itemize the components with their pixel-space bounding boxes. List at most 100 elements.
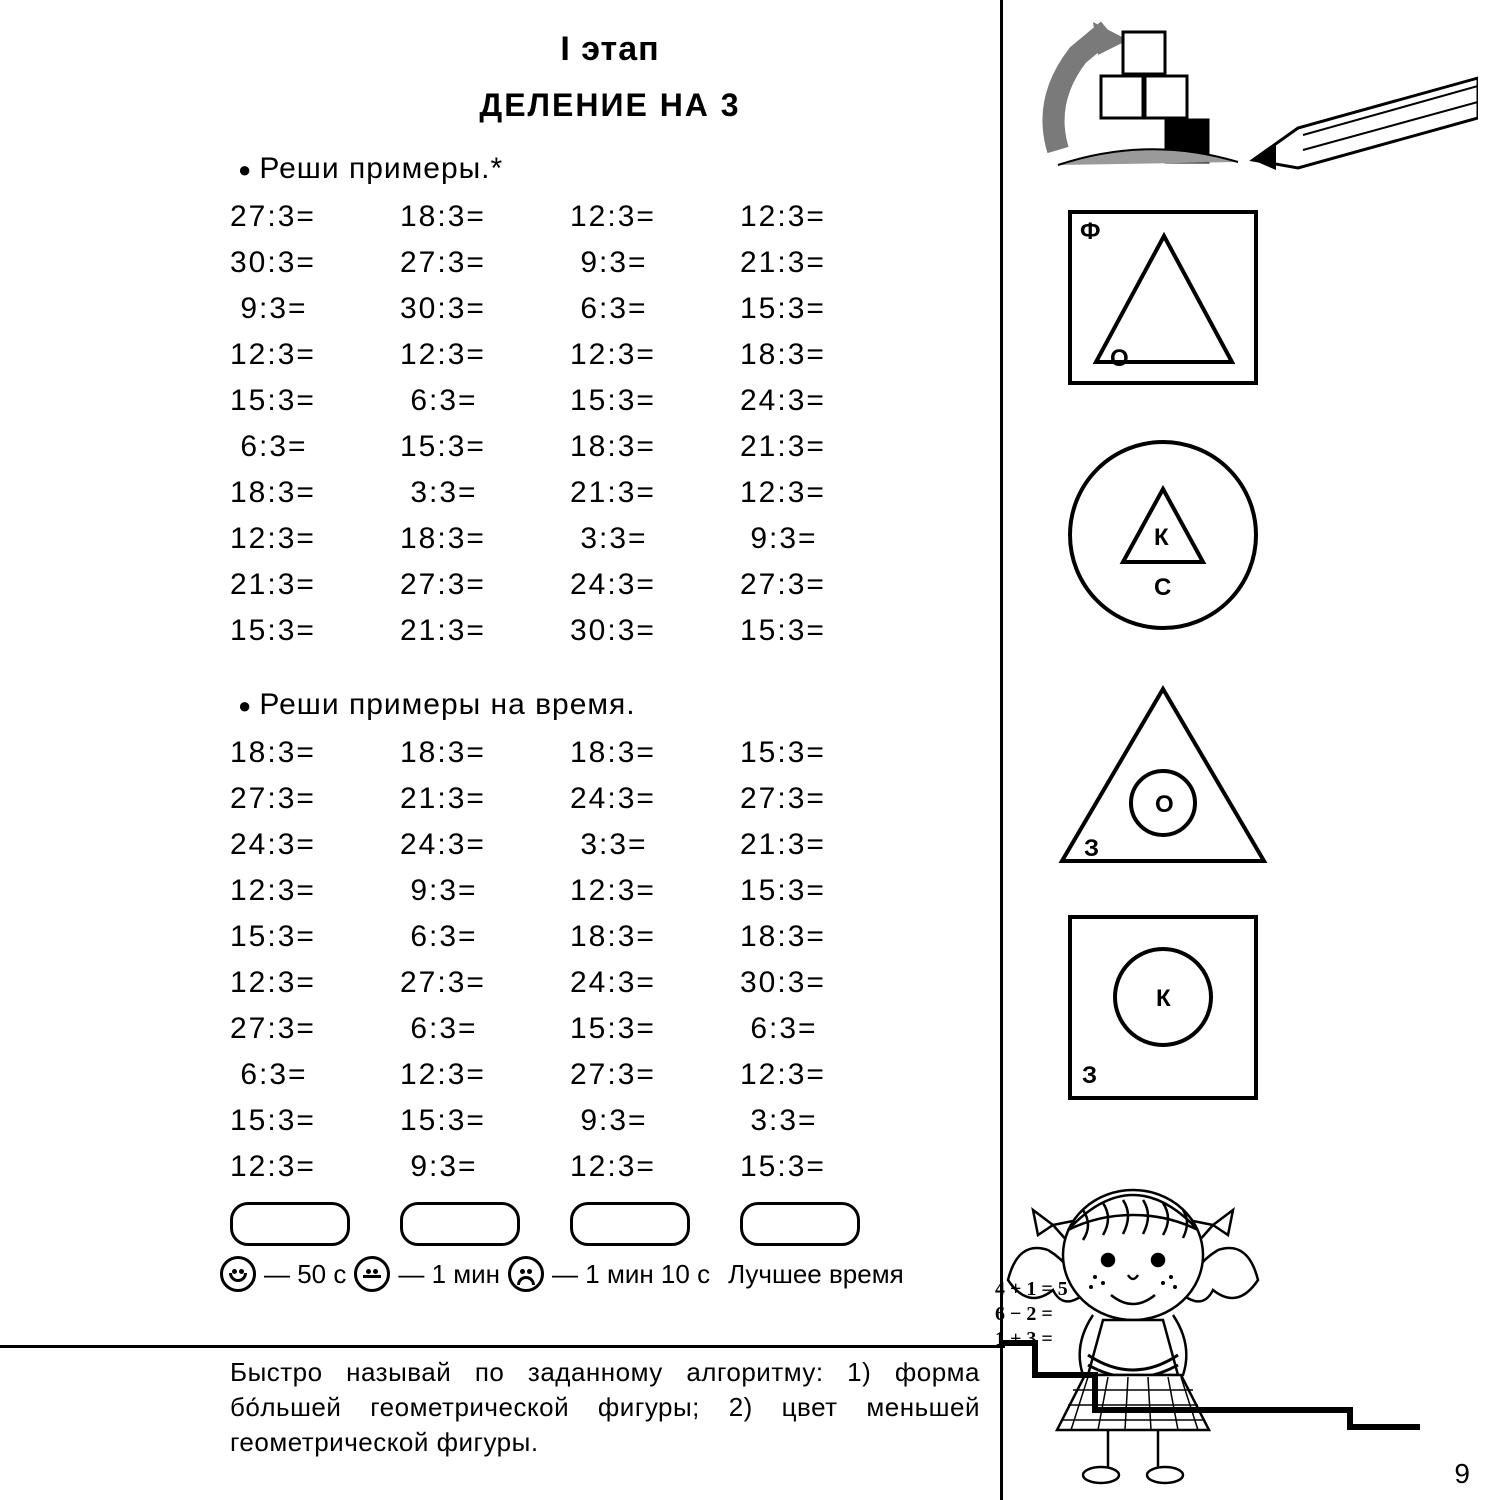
task2-heading: Реши примеры на время. [238, 688, 990, 722]
legend-time-3: — 1 мин 10 с [552, 1259, 710, 1290]
problem-cell: 15:3= [570, 384, 740, 418]
problem-cell: 15:3= [230, 920, 400, 954]
answer-box[interactable] [570, 1202, 690, 1246]
problem-cell: 12:3= [740, 200, 910, 234]
shape-square-circle: К З [1068, 915, 1258, 1100]
problem-cell: 27:3= [740, 568, 910, 602]
problem-cell: 9:3= [400, 874, 570, 908]
problem-cell: 9:3= [230, 292, 400, 326]
problem-cell: 12:3= [230, 874, 400, 908]
problem-cell: 15:3= [740, 292, 910, 326]
problem-cell: 12:3= [230, 338, 400, 372]
answer-boxes [230, 1202, 990, 1246]
problem-cell: 3:3= [570, 522, 740, 556]
neutral-face-icon [354, 1256, 390, 1292]
problem-cell: 27:3= [740, 782, 910, 816]
problem-cell: 15:3= [570, 1012, 740, 1046]
happy-face-icon [220, 1256, 256, 1292]
sad-face-icon [508, 1256, 544, 1292]
problem-cell: 15:3= [230, 1104, 400, 1138]
problem-cell: 18:3= [570, 736, 740, 770]
problem-cell: 30:3= [740, 966, 910, 1000]
problems-grid-1: 27:3=18:3=12:3=12:3=30:3=27:3= 9:3=21:3=… [230, 200, 990, 648]
problem-cell: 12:3= [230, 966, 400, 1000]
problem-cell: 27:3= [400, 966, 570, 1000]
svg-text:6 − 2 =: 6 − 2 = [995, 1303, 1053, 1325]
problem-cell: 21:3= [740, 828, 910, 862]
page-title: ДЕЛЕНИЕ НА 3 [230, 87, 990, 124]
problem-cell: 24:3= [230, 828, 400, 862]
shape-square-triangle: Ф О [1068, 210, 1258, 385]
problem-cell: 12:3= [570, 874, 740, 908]
problem-cell: 6:3= [570, 292, 740, 326]
problem-cell: 18:3= [400, 522, 570, 556]
problem-cell: 27:3= [570, 1058, 740, 1092]
shape-label: С [1154, 574, 1171, 602]
problem-cell: 3:3= [400, 476, 570, 510]
problem-cell: 21:3= [570, 476, 740, 510]
problem-cell: 9:3= [570, 1104, 740, 1138]
problem-cell: 12:3= [570, 200, 740, 234]
answer-box[interactable] [400, 1202, 520, 1246]
step-border [1000, 1340, 1420, 1430]
problem-cell: 27:3= [400, 568, 570, 602]
problem-cell: 18:3= [230, 476, 400, 510]
problem-cell: 24:3= [740, 384, 910, 418]
problem-cell: 12:3= [230, 522, 400, 556]
decoration-pencil-cubes [1038, 20, 1480, 170]
problem-cell: 12:3= [740, 1058, 910, 1092]
problem-cell: 9:3= [740, 522, 910, 556]
problem-cell: 15:3= [400, 430, 570, 464]
problem-cell: 24:3= [570, 782, 740, 816]
problem-cell: 12:3= [400, 1058, 570, 1092]
problem-cell: 18:3= [740, 920, 910, 954]
problem-cell: 12:3= [400, 338, 570, 372]
task1-heading: Реши примеры.* [238, 152, 990, 186]
problem-cell: 21:3= [740, 246, 910, 280]
problem-cell: 27:3= [230, 200, 400, 234]
time-legend: — 50 с — 1 мин — 1 мин 10 с Лучшее время [220, 1256, 990, 1292]
problem-cell: 9:3= [400, 1150, 570, 1184]
problem-cell: 24:3= [400, 828, 570, 862]
problem-cell: 3:3= [740, 1104, 910, 1138]
problem-cell: 9:3= [570, 246, 740, 280]
problem-cell: 6:3= [400, 1012, 570, 1046]
problem-cell: 27:3= [230, 782, 400, 816]
shape-label: О [1110, 345, 1129, 373]
stage-heading: I этап [230, 30, 990, 69]
problem-cell: 6:3= [230, 1058, 400, 1092]
problem-cell: 12:3= [570, 338, 740, 372]
shape-label: З [1082, 1062, 1097, 1090]
problem-cell: 15:3= [740, 614, 910, 648]
problems-grid-2: 18:3=18:3=18:3=15:3=27:3=21:3=24:3=27:3=… [230, 736, 990, 1184]
problem-cell: 24:3= [570, 966, 740, 1000]
shape-label: О [1155, 791, 1174, 819]
problem-cell: 15:3= [740, 874, 910, 908]
shape-label: К [1154, 524, 1169, 552]
problem-cell: 21:3= [230, 568, 400, 602]
problem-cell: 15:3= [740, 736, 910, 770]
answer-box[interactable] [740, 1202, 860, 1246]
problem-cell: 21:3= [740, 430, 910, 464]
shape-triangle-circle: О З [1058, 685, 1268, 865]
page-number: 9 [1454, 1458, 1470, 1490]
problem-cell: 18:3= [740, 338, 910, 372]
problem-cell: 18:3= [230, 736, 400, 770]
problem-cell: 15:3= [400, 1104, 570, 1138]
problem-cell: 15:3= [740, 1150, 910, 1184]
problem-cell: 18:3= [400, 200, 570, 234]
shape-circle-triangle: К С [1068, 440, 1258, 630]
footer-instructions: Быстро называй по заданному алгоритму: 1… [230, 1355, 980, 1460]
problem-cell: 15:3= [230, 614, 400, 648]
problem-cell: 27:3= [230, 1012, 400, 1046]
problem-cell: 3:3= [570, 828, 740, 862]
problem-cell: 18:3= [400, 736, 570, 770]
bottom-rule [0, 1345, 1005, 1348]
shape-label: К [1156, 985, 1171, 1013]
answer-box[interactable] [230, 1202, 350, 1246]
problem-cell: 21:3= [400, 782, 570, 816]
problem-cell: 6:3= [400, 920, 570, 954]
problem-cell: 6:3= [740, 1012, 910, 1046]
svg-text:4 + 1 = 5: 4 + 1 = 5 [995, 1278, 1068, 1300]
problem-cell: 24:3= [570, 568, 740, 602]
